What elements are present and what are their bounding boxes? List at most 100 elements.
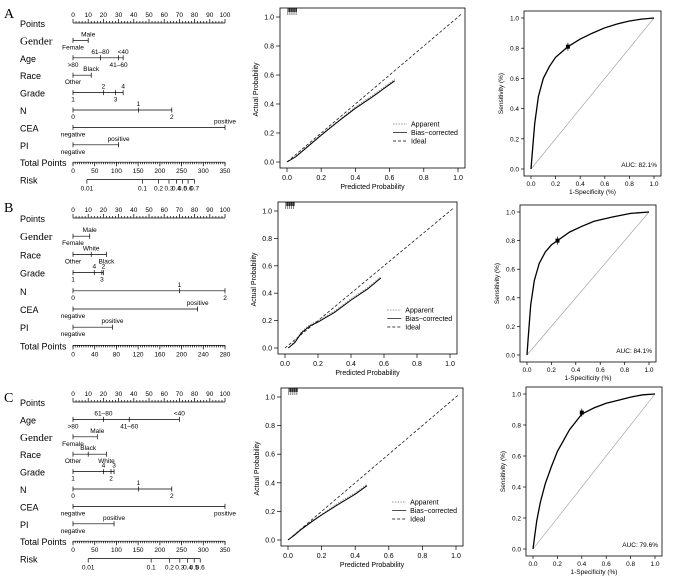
points-tick-label: 100 xyxy=(220,207,231,214)
points-tick-label: 50 xyxy=(145,12,153,19)
total-tick-label: 200 xyxy=(154,547,165,554)
level-label: 4 xyxy=(121,84,125,91)
level-label: 0 xyxy=(71,295,75,302)
bias-corrected-line xyxy=(287,485,368,541)
x-axis-title: Predicted Probability xyxy=(340,184,405,191)
total-tick-label: 100 xyxy=(111,547,122,554)
row-label: Points xyxy=(20,398,46,408)
total-tick-label: 240 xyxy=(198,351,209,358)
risk-tick-label: 0.3 xyxy=(164,186,173,193)
x-tick-label: 1.0 xyxy=(650,561,659,568)
x-tick-label: 0.8 xyxy=(626,561,635,568)
y-tick-label: 0.4 xyxy=(510,106,519,113)
apparent-line xyxy=(286,79,395,163)
nomogram-row-points: Points 0 10 20 30 40 50 60 70 80 90 100 xyxy=(20,391,231,408)
level-label: 0 xyxy=(71,493,75,500)
chance-diagonal xyxy=(532,393,656,550)
roc-curve xyxy=(526,211,650,356)
level-label: Male xyxy=(83,227,97,234)
row-label: Age xyxy=(20,54,36,64)
points-tick-label: 60 xyxy=(161,207,169,214)
points-tick-label: 90 xyxy=(206,207,214,214)
nomogram-row-grade: Grade 1 42 3 xyxy=(20,463,116,483)
row-label: N xyxy=(20,106,27,116)
level-label: 2 xyxy=(109,476,113,483)
y-tick-label: 0.4 xyxy=(262,291,272,298)
level-label: 1 xyxy=(71,476,75,483)
level-label: negative xyxy=(61,510,86,517)
points-tick-label: 60 xyxy=(161,391,169,398)
points-tick-label: 70 xyxy=(176,12,184,19)
points-tick-label: 0 xyxy=(71,12,75,19)
level-label: >80 xyxy=(67,62,78,69)
total-tick-label: 40 xyxy=(91,351,99,358)
nomogram-row-n: N 0 1 2 xyxy=(20,101,174,121)
row-label: Risk xyxy=(20,176,38,186)
roc-plot: 0.0 0.2 0.4 0.6 0.8 1.0 0.0 0.2 0.4 0.6 0.8 1.0 1-Sp… xyxy=(494,204,657,382)
row-label: Race xyxy=(20,71,41,81)
bias-corrected-line xyxy=(287,277,382,349)
nomogram-row-gender: Gender Female Male xyxy=(20,31,96,51)
points-tick-label: 10 xyxy=(85,391,93,398)
points-tick-label: 90 xyxy=(206,391,214,398)
x-tick-label: 0.2 xyxy=(553,561,562,568)
level-label: negative xyxy=(61,313,86,320)
row-label: PI xyxy=(20,323,29,333)
total-tick-label: 300 xyxy=(198,168,209,175)
level-label: positive xyxy=(214,118,236,125)
risk-tick-label: 0.2 xyxy=(165,565,174,572)
panel-label: B xyxy=(4,201,13,216)
total-tick-label: 300 xyxy=(198,547,209,554)
x-tick-label: 1.0 xyxy=(453,175,463,182)
y-axis-title: Sensitivity (%) xyxy=(500,451,507,492)
x-axis-title: 1-Specificity (%) xyxy=(571,569,618,576)
y-tick-label: 0.2 xyxy=(264,131,274,138)
y-tick-label: 0.4 xyxy=(264,102,274,109)
legend-label: Bias−corrected xyxy=(411,130,458,137)
level-label: White xyxy=(98,458,115,465)
y-axis-title: Actual Probability xyxy=(251,252,258,307)
points-tick-label: 70 xyxy=(176,207,184,214)
calibration-plot: 0.0 0.2 0.4 0.6 0.8 1.0 0.0 0.2 0.4 0.6 0.8 1.0 Pred… xyxy=(251,201,458,377)
calibration-frame xyxy=(277,201,458,355)
level-label: positive xyxy=(101,318,123,325)
points-tick-label: 100 xyxy=(220,12,231,19)
risk-tick-label: 0.5 xyxy=(190,565,199,572)
x-tick-label: 0.2 xyxy=(316,175,326,182)
level-label: Other xyxy=(65,258,82,265)
level-label: 3 xyxy=(100,277,104,284)
level-label: Male xyxy=(90,428,104,435)
panel-label: A xyxy=(4,7,15,22)
row-label: N xyxy=(20,287,27,297)
x-tick-label: 0.6 xyxy=(385,175,395,182)
x-tick-label: 0.6 xyxy=(384,553,394,560)
y-tick-label: 1.0 xyxy=(506,210,515,217)
risk-tick-label: 0.01 xyxy=(82,565,95,572)
y-axis-title: Sensitivity (%) xyxy=(498,73,505,114)
nomogram-row-total-points: Total Points 0 50 100 150 200 250 300 350 xyxy=(20,158,231,175)
nomogram-row-cea: CEA negative positive xyxy=(20,300,209,320)
calibration-frame xyxy=(280,387,464,547)
legend-label: Apparent xyxy=(411,122,439,129)
total-tick-label: 50 xyxy=(91,547,99,554)
row-label: CEA xyxy=(20,305,39,315)
level-label: 3 xyxy=(112,463,116,470)
points-tick-label: 30 xyxy=(115,207,123,214)
nomogram-row-n: N 0 1 2 xyxy=(20,282,227,302)
level-label: Male xyxy=(81,31,95,38)
nomogram-row-points: Points 0 10 20 30 40 50 60 70 80 90 100 xyxy=(20,12,231,29)
row-label: Risk xyxy=(20,555,38,565)
risk-tick-label: 0.3 xyxy=(175,565,184,572)
auc-label: AUC: 79.6% xyxy=(622,542,658,549)
level-label: positive xyxy=(108,136,130,143)
row-label: Grade xyxy=(20,89,45,99)
total-tick-label: 280 xyxy=(220,351,231,358)
x-tick-label: 0.2 xyxy=(317,553,327,560)
y-tick-label: 0.0 xyxy=(265,538,275,545)
x-tick-label: 0.0 xyxy=(280,361,290,368)
